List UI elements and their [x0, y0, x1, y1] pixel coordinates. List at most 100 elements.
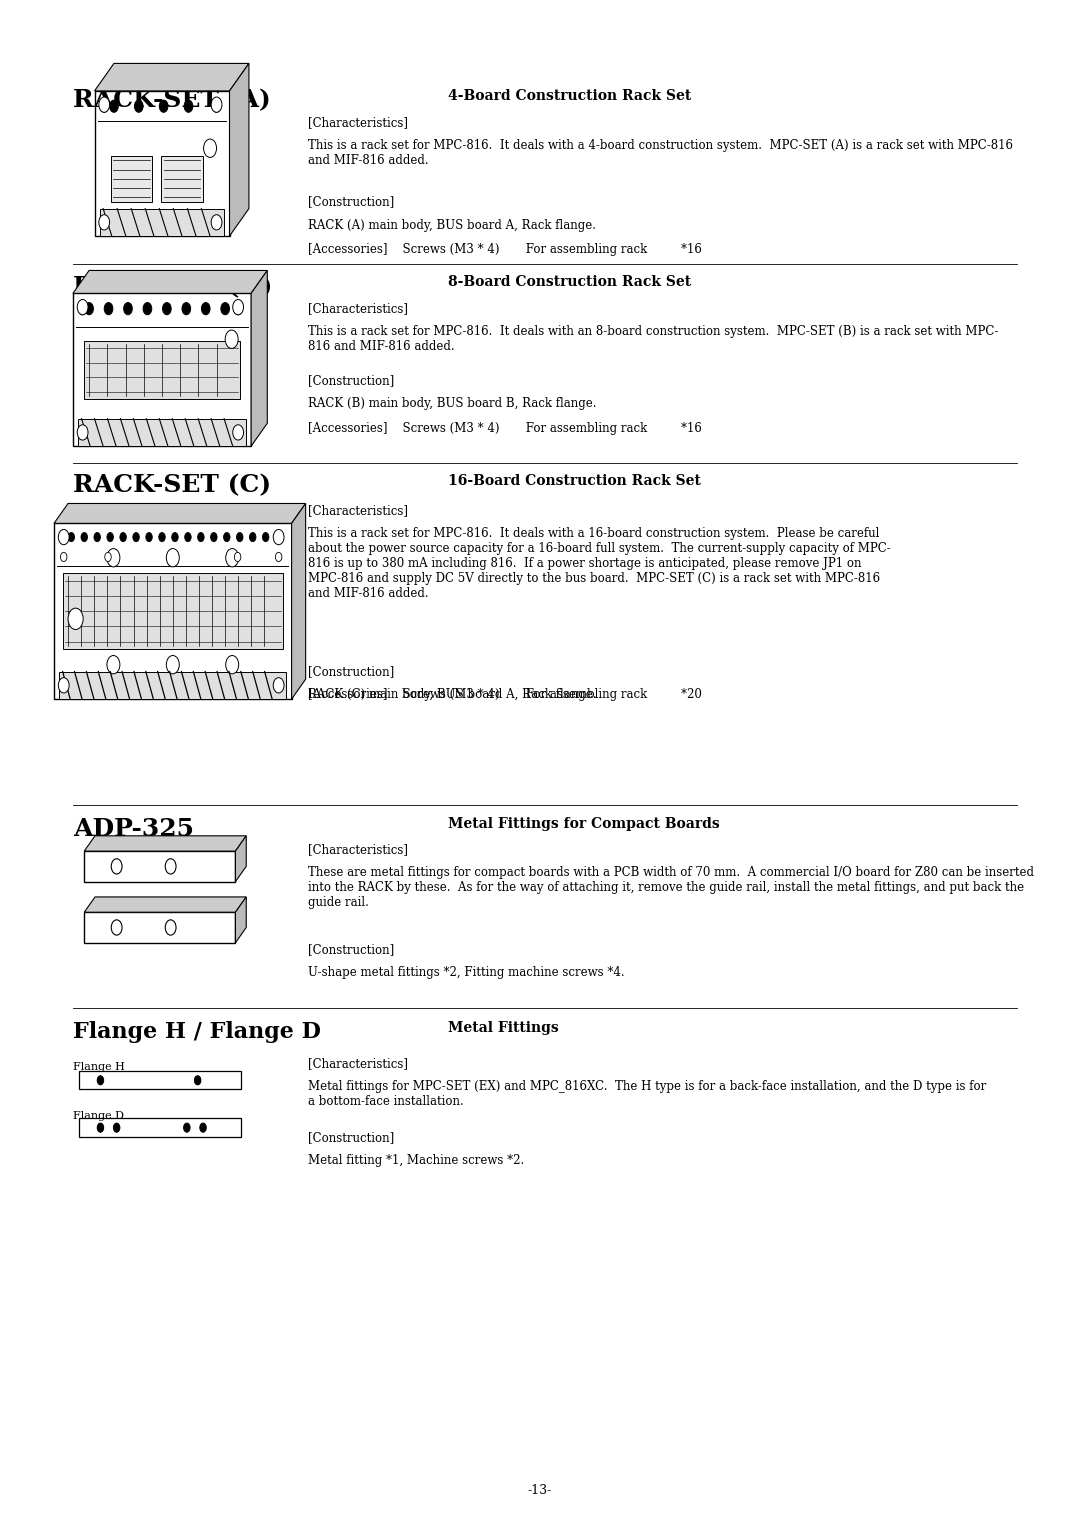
Circle shape	[97, 1076, 104, 1085]
Circle shape	[123, 303, 132, 315]
Circle shape	[237, 533, 243, 542]
Polygon shape	[95, 63, 248, 90]
Circle shape	[105, 553, 111, 561]
Circle shape	[58, 678, 69, 692]
Circle shape	[146, 533, 152, 542]
Circle shape	[78, 299, 89, 315]
Text: This is a rack set for MPC-816.  It deals with a 16-board construction system.  : This is a rack set for MPC-816. It deals…	[308, 527, 891, 601]
Text: [Construction]: [Construction]	[308, 665, 394, 678]
Circle shape	[143, 303, 151, 315]
Text: This is a rack set for MPC-816.  It deals with an 8-board construction system.  : This is a rack set for MPC-816. It deals…	[308, 325, 998, 353]
Circle shape	[111, 859, 122, 874]
Text: RACK (C) main body, BUS board A, Rack flange.: RACK (C) main body, BUS board A, Rack fl…	[308, 688, 596, 701]
Polygon shape	[84, 897, 246, 912]
Circle shape	[273, 530, 284, 545]
Text: [Construction]: [Construction]	[308, 374, 394, 388]
Circle shape	[274, 532, 283, 544]
Circle shape	[212, 98, 222, 113]
Circle shape	[59, 532, 68, 544]
Bar	[78, 419, 246, 446]
Circle shape	[99, 99, 108, 112]
Bar	[83, 341, 241, 399]
Bar	[100, 208, 225, 235]
Circle shape	[68, 608, 83, 630]
Circle shape	[162, 303, 171, 315]
Circle shape	[262, 533, 269, 542]
Circle shape	[194, 1076, 201, 1085]
Text: Flange H: Flange H	[73, 1062, 125, 1073]
Polygon shape	[235, 836, 246, 882]
Text: [Accessories]    Screws (M3 * 4)       For assembling rack         *16: [Accessories] Screws (M3 * 4) For assemb…	[308, 243, 702, 257]
Circle shape	[166, 656, 179, 674]
Text: [Characteristics]: [Characteristics]	[308, 116, 408, 130]
Text: This is a rack set for MPC-816.  It deals with a 4-board construction system.  M: This is a rack set for MPC-816. It deals…	[308, 139, 1013, 167]
Circle shape	[224, 533, 230, 542]
Circle shape	[84, 303, 93, 315]
Bar	[95, 92, 229, 235]
Bar	[59, 672, 286, 700]
Circle shape	[78, 425, 89, 440]
Text: Metal fittings for MPC-SET (EX) and MPC_816XC.  The H type is for a back-face in: Metal fittings for MPC-SET (EX) and MPC_…	[308, 1080, 986, 1108]
Polygon shape	[72, 270, 268, 293]
Text: RACK-SET (B): RACK-SET (B)	[73, 275, 273, 299]
Text: [Characteristics]: [Characteristics]	[308, 1057, 408, 1071]
Text: RACK (B) main body, BUS board B, Rack flange.: RACK (B) main body, BUS board B, Rack fl…	[308, 397, 596, 411]
Circle shape	[220, 303, 229, 315]
Circle shape	[107, 533, 113, 542]
Circle shape	[68, 533, 75, 542]
Circle shape	[273, 678, 284, 692]
Circle shape	[98, 98, 110, 113]
Circle shape	[78, 303, 86, 315]
Circle shape	[133, 533, 139, 542]
Circle shape	[159, 533, 165, 542]
Circle shape	[184, 99, 192, 112]
Polygon shape	[292, 504, 306, 700]
Text: Metal fitting *1, Machine screws *2.: Metal fitting *1, Machine screws *2.	[308, 1154, 524, 1167]
Text: [Accessories]    Screws (M3 * 4)       For assembling rack         *16: [Accessories] Screws (M3 * 4) For assemb…	[308, 422, 702, 435]
Text: RACK (A) main body, BUS board A, Rack flange.: RACK (A) main body, BUS board A, Rack fl…	[308, 219, 596, 232]
Circle shape	[97, 1123, 104, 1132]
Text: [Accessories]    Screws (M3 * 4)       For assembling rack         *20: [Accessories] Screws (M3 * 4) For assemb…	[308, 688, 702, 701]
Text: ADP-325: ADP-325	[73, 817, 194, 842]
Circle shape	[104, 303, 112, 315]
Circle shape	[98, 214, 110, 229]
Circle shape	[60, 553, 67, 561]
Text: [Construction]: [Construction]	[308, 196, 394, 209]
Circle shape	[226, 549, 239, 567]
Circle shape	[94, 533, 100, 542]
Polygon shape	[54, 504, 306, 523]
Text: [Characteristics]: [Characteristics]	[308, 504, 408, 518]
Circle shape	[172, 533, 178, 542]
Text: These are metal fittings for compact boards with a PCB width of 70 mm.  A commer: These are metal fittings for compact boa…	[308, 866, 1034, 909]
Text: [Characteristics]: [Characteristics]	[308, 303, 408, 316]
Text: [Characteristics]: [Characteristics]	[308, 843, 408, 857]
Bar	[110, 156, 151, 202]
Polygon shape	[84, 836, 246, 851]
Bar	[63, 573, 283, 649]
Text: Metal Fittings: Metal Fittings	[448, 1021, 559, 1034]
Circle shape	[58, 530, 69, 545]
Text: Metal Fittings for Compact Boards: Metal Fittings for Compact Boards	[448, 817, 720, 831]
Circle shape	[165, 920, 176, 935]
Bar	[84, 851, 235, 882]
Circle shape	[232, 425, 243, 440]
Text: -13-: -13-	[528, 1484, 552, 1497]
Circle shape	[107, 549, 120, 567]
Bar	[79, 1118, 241, 1137]
Text: U-shape metal fittings *2, Fitting machine screws *4.: U-shape metal fittings *2, Fitting machi…	[308, 966, 624, 979]
Circle shape	[198, 533, 204, 542]
Circle shape	[200, 1123, 206, 1132]
Text: [Construction]: [Construction]	[308, 943, 394, 957]
Bar	[84, 912, 235, 943]
Polygon shape	[235, 897, 246, 943]
Circle shape	[166, 549, 179, 567]
Text: Flange D: Flange D	[73, 1111, 124, 1122]
Text: 4-Board Construction Rack Set: 4-Board Construction Rack Set	[448, 89, 691, 102]
Circle shape	[275, 553, 282, 561]
Bar	[162, 156, 203, 202]
Circle shape	[110, 99, 119, 112]
Circle shape	[111, 920, 122, 935]
Polygon shape	[229, 63, 248, 235]
Circle shape	[201, 303, 210, 315]
Text: 8-Board Construction Rack Set: 8-Board Construction Rack Set	[448, 275, 691, 289]
